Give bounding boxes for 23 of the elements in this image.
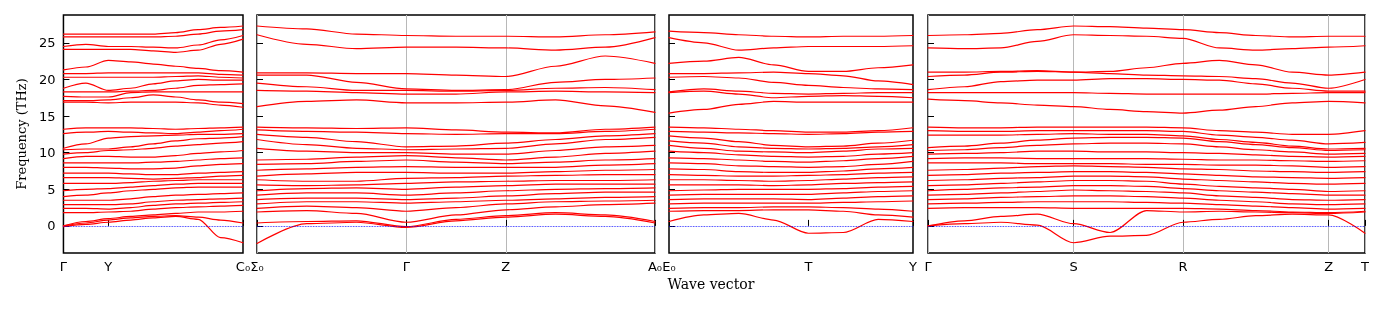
x-tick-label: Γ (924, 259, 933, 274)
x-tick-label: S (1069, 259, 1078, 274)
x-tick-label: R (1178, 259, 1188, 274)
y-tick-label: 0 (47, 218, 56, 234)
x-tick-label: Γ (59, 259, 68, 274)
y-tick-label: 15 (38, 108, 56, 124)
y-tick-label: 10 (38, 145, 56, 161)
x-tick-label: Z (501, 259, 511, 274)
x-tick-label: Σ₀ (250, 259, 264, 274)
y-tick-label: 5 (47, 181, 56, 197)
x-tick-label: A₀ (647, 259, 663, 274)
x-tick-label: E₀ (662, 259, 676, 274)
x-axis-title: Wave vector (666, 276, 756, 292)
x-tick-label: Y (908, 259, 918, 274)
x-tick-label: Y (103, 259, 113, 274)
x-tick-label: Γ (402, 259, 411, 274)
y-tick-label: 25 (38, 35, 56, 51)
x-tick-label: T (803, 259, 813, 274)
y-axis-title: Frequency (THz) (14, 78, 29, 190)
y-tick-label: 20 (38, 71, 56, 87)
x-tick-label: T (1360, 259, 1370, 274)
x-tick-label: Z (1324, 259, 1334, 274)
x-tick-label: C₀ (235, 259, 251, 274)
